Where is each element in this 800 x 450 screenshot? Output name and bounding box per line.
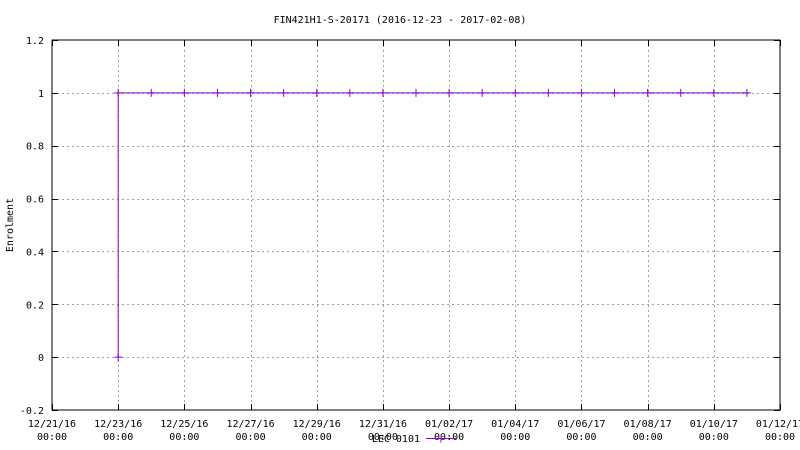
y-tick-label: 1.2 (26, 36, 44, 47)
x-tick-label-date: 01/10/17 (690, 419, 738, 430)
y-axis-label: Enrolment (5, 198, 16, 252)
x-tick-label-time: 00:00 (368, 432, 398, 443)
x-tick-label-date: 01/04/17 (491, 419, 539, 430)
x-tick-label-time: 00:00 (566, 432, 596, 443)
y-tick-label: 0.2 (26, 300, 44, 311)
legend: LEC 0101 (372, 434, 456, 445)
axis-ticks (52, 40, 781, 411)
x-tick-label-date: 12/25/16 (160, 419, 208, 430)
data-point-marker (445, 88, 454, 97)
x-tick-label-time: 00:00 (500, 432, 530, 443)
y-tick-label: 0.6 (26, 195, 44, 206)
x-tick-label-time: 00:00 (699, 432, 729, 443)
data-point-marker (279, 88, 288, 97)
data-point-marker (709, 88, 718, 97)
data-point-marker (577, 88, 586, 97)
data-point-marker (312, 88, 321, 97)
data-point-marker (676, 88, 685, 97)
x-tick-label-date: 01/12/17 (756, 419, 800, 430)
x-tick-label-date: 12/21/16 (28, 419, 76, 430)
x-tick-label-time: 00:00 (765, 432, 795, 443)
x-tick-label-time: 00:00 (103, 432, 133, 443)
x-tick-label-date: 01/08/17 (624, 419, 672, 430)
data-point-marker (246, 88, 255, 97)
x-tick-label-date: 01/06/17 (557, 419, 605, 430)
x-tick-label-time: 00:00 (434, 432, 464, 443)
legend-marker-sample (437, 434, 445, 443)
chart-title: FIN421H1-S-20171 (2016-12-23 - 2017-02-0… (274, 15, 527, 26)
x-tick-label-time: 00:00 (302, 432, 332, 443)
data-point-marker (544, 88, 553, 97)
y-tick-label: 0.4 (26, 247, 44, 258)
data-point-marker (478, 88, 487, 97)
data-point-marker (114, 353, 123, 362)
plot-border (51, 39, 781, 411)
data-point-marker (213, 88, 222, 97)
data-point-marker (345, 88, 354, 97)
y-tick-label: 1 (38, 89, 44, 100)
data-point-marker (610, 88, 619, 97)
x-tick-label-time: 00:00 (633, 432, 663, 443)
series-layer (114, 88, 751, 362)
x-tick-labels: 12/21/16 00:00 12/23/16 00:00 12/25/16 00:00 1… (28, 419, 800, 443)
data-point-marker (742, 88, 751, 97)
x-tick-label-time: 00:00 (235, 432, 265, 443)
y-tick-label: 0.8 (26, 142, 44, 153)
data-point-marker (378, 88, 387, 97)
data-point-marker (511, 88, 520, 97)
x-tick-label-date: 12/23/16 (94, 419, 142, 430)
data-point-marker (147, 88, 156, 97)
data-point-marker (643, 88, 652, 97)
legend-label: LEC 0101 (372, 434, 420, 445)
x-tick-label-time: 00:00 (169, 432, 199, 443)
data-point-marker (412, 88, 420, 97)
x-tick-label-date: 12/31/16 (359, 419, 407, 430)
data-point-marker (114, 88, 123, 97)
y-tick-labels: -0.2 0 0.2 0.4 0.6 0.8 1 1.2 (20, 36, 44, 417)
data-point-marker (180, 88, 189, 97)
x-tick-label-time: 00:00 (37, 432, 67, 443)
series-line (117, 92, 747, 358)
y-tick-label: -0.2 (20, 406, 44, 417)
y-tick-label: 0 (38, 353, 44, 364)
x-tick-label-date: 12/27/16 (226, 419, 274, 430)
x-tick-label-date: 12/29/16 (293, 419, 341, 430)
x-tick-label-date: 01/02/17 (425, 419, 473, 430)
